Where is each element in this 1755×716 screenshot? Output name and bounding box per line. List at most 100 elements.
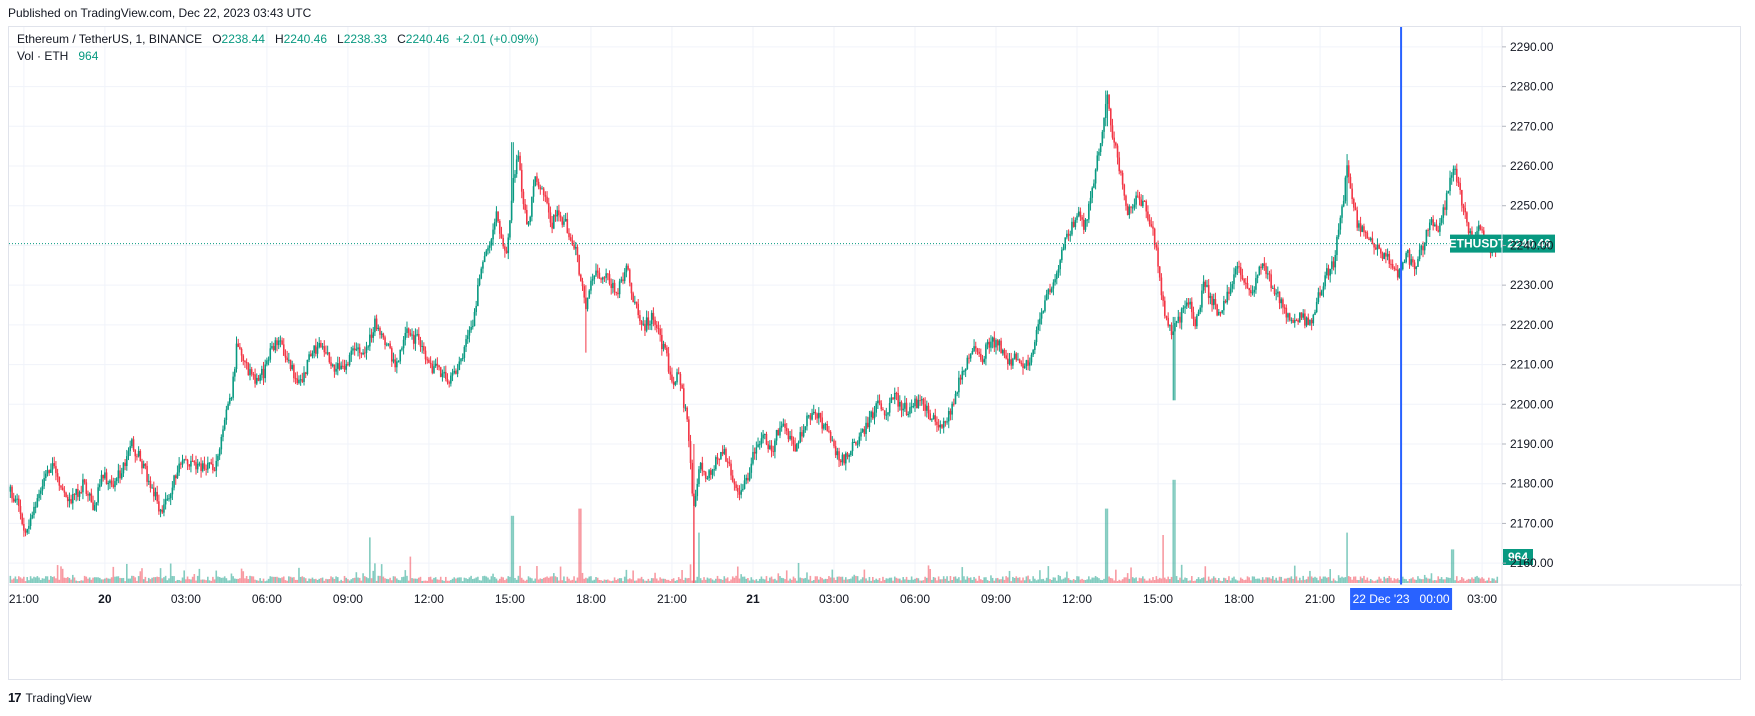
candle-body [306, 359, 309, 375]
candle-body [549, 212, 552, 223]
candle-body [299, 379, 302, 381]
candle-body [519, 155, 521, 170]
volume-bar [1061, 579, 1063, 583]
volume-bar [1167, 576, 1169, 583]
candle-body [1369, 238, 1372, 241]
candle-body [328, 352, 331, 363]
volume-bar [382, 576, 385, 583]
last-price-tag-bg [1503, 234, 1555, 253]
candle-body [1133, 204, 1136, 208]
volume-bar [883, 579, 886, 583]
candle-body [303, 372, 305, 382]
volume-bar [1251, 576, 1254, 583]
candle-body [1283, 307, 1286, 309]
volume-bar [1147, 580, 1149, 583]
candle-body [1152, 226, 1154, 229]
volume-bar [1272, 576, 1274, 583]
volume-bar [661, 578, 663, 583]
candle-body [1371, 238, 1374, 244]
candle-body [1174, 323, 1176, 332]
volume-bar [482, 576, 484, 583]
candle-body [608, 274, 611, 284]
candle-body [399, 349, 402, 362]
candle-body [1199, 307, 1202, 312]
chart-frame[interactable]: ETHUSDT 2240.46 964 22 Dec '23 00:00 2160.0… [8, 26, 1742, 681]
candle-body [856, 443, 859, 445]
candle-body [237, 343, 240, 347]
volume-bar [1049, 579, 1051, 583]
volume-bar [1444, 579, 1446, 583]
volume-bar [1116, 580, 1119, 583]
candle-body [1250, 290, 1252, 294]
candle-body [416, 333, 418, 336]
volume-bar [50, 575, 52, 583]
grid [9, 27, 1501, 583]
volume-bar [365, 577, 368, 583]
volume-bar [688, 578, 690, 583]
volume-bar [1368, 580, 1370, 583]
volume-bar [924, 576, 926, 583]
candle-body [1447, 191, 1450, 194]
volume-bar [110, 577, 113, 583]
footer-brand[interactable]: TradingView [25, 690, 92, 705]
candle-body [1423, 243, 1426, 251]
volume-bar [794, 578, 796, 583]
volume-bar [284, 580, 287, 583]
candle-body [336, 363, 339, 369]
legend-symbol[interactable]: Ethereum / TetherUS, 1, BINANCE [17, 32, 203, 46]
candle-body [905, 402, 908, 416]
volume-bar [753, 580, 756, 583]
volume-bar [623, 576, 626, 583]
volume-bar [1356, 579, 1359, 583]
volume-bar [694, 580, 697, 583]
volume-bar [85, 576, 88, 583]
volume-bar [1407, 581, 1409, 583]
volume-bar [1079, 579, 1082, 583]
candle-body [1072, 221, 1075, 227]
volume-bar [316, 579, 319, 583]
volume-bar [1216, 580, 1218, 583]
time-tick-label: 09:00 [333, 592, 363, 606]
candle-body [755, 447, 758, 454]
candle-body [941, 424, 943, 428]
candle-body [450, 375, 452, 384]
volume-bar [1253, 576, 1256, 583]
volume-bar [269, 576, 272, 583]
volume-bar [877, 579, 879, 583]
volume-bar [1383, 576, 1386, 583]
candle-body [949, 410, 952, 415]
volume-bar [1231, 577, 1234, 583]
volume-bar [1283, 578, 1286, 583]
volume-bar [1366, 577, 1369, 583]
candle-body [50, 469, 52, 473]
candle-body [286, 357, 288, 360]
legend-volume-label[interactable]: Vol · ETH [17, 49, 69, 63]
candle-body [929, 413, 931, 421]
volume-bar [465, 578, 467, 583]
candle-body [1170, 325, 1173, 336]
candle-body [323, 346, 326, 353]
volume-bar [861, 577, 864, 583]
volume-bar [966, 576, 969, 583]
candle-body [1455, 168, 1458, 182]
candle-body [272, 346, 275, 351]
candle-body [230, 397, 233, 399]
volume-bar [318, 578, 321, 583]
volume-bar [1238, 580, 1240, 583]
candle-body [801, 432, 803, 437]
volume-bar [115, 576, 118, 583]
price-tick-label: 2220.00 [1510, 318, 1554, 332]
volume-bar [1155, 576, 1158, 583]
tradingview-logo-icon[interactable]: 17 [8, 690, 22, 705]
volume-bar [1077, 576, 1080, 583]
volume-bar [736, 566, 739, 583]
candle-body [234, 368, 236, 377]
candle-body [1368, 238, 1370, 241]
volume-bar [1349, 576, 1352, 583]
candle-body [120, 473, 123, 479]
candle-body [652, 312, 655, 320]
volume-bar [1204, 566, 1207, 583]
candle-body [826, 424, 829, 431]
candle-body [831, 440, 834, 442]
